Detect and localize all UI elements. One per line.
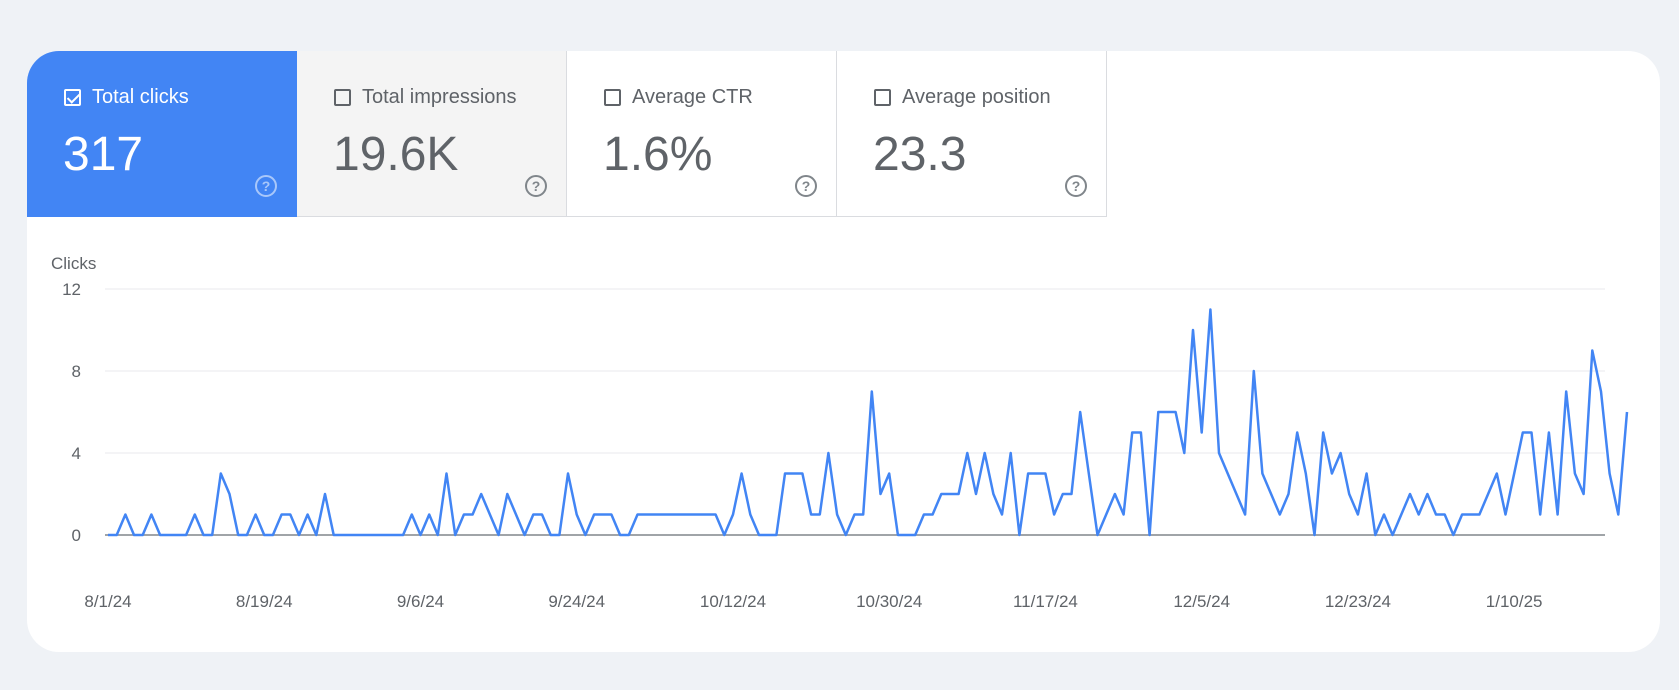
metric-card-average-ctr[interactable]: Average CTR 1.6% ?	[567, 51, 837, 217]
x-tick-label: 1/10/25	[1486, 592, 1543, 611]
metric-card-average-position[interactable]: Average position 23.3 ?	[837, 51, 1107, 217]
checkbox-icon[interactable]	[874, 89, 891, 106]
x-tick-label: 9/24/24	[548, 592, 605, 611]
metric-value: 1.6%	[603, 128, 713, 181]
y-tick-label: 4	[72, 444, 81, 463]
y-tick-label: 12	[62, 280, 81, 299]
series-line-clicks	[108, 308, 1629, 537]
help-icon[interactable]: ?	[795, 175, 817, 197]
y-axis-title: Clicks	[51, 254, 96, 273]
x-tick-label: 12/5/24	[1173, 592, 1230, 611]
checkbox-icon[interactable]	[604, 89, 621, 106]
x-tick-label: 11/17/24	[1013, 592, 1078, 611]
metric-label: Total impressions	[362, 86, 517, 108]
checkbox-icon[interactable]	[64, 89, 81, 106]
x-tick-label: 12/23/24	[1325, 592, 1391, 611]
y-tick-label: 8	[72, 362, 81, 381]
checkbox-icon[interactable]	[334, 89, 351, 106]
help-icon[interactable]: ?	[525, 175, 547, 197]
x-tick-label: 8/19/24	[236, 592, 293, 611]
x-tick-label: 9/6/24	[397, 592, 444, 611]
x-tick-label: 10/12/24	[700, 592, 766, 611]
metric-label: Average position	[902, 86, 1051, 108]
performance-card: Total clicks 317 ? Total impressions 19.…	[27, 51, 1660, 652]
metric-value: 23.3	[873, 128, 967, 181]
metric-label: Total clicks	[92, 86, 189, 108]
x-tick-label: 10/30/24	[856, 592, 922, 611]
x-axis-ticks: 8/1/24 8/19/24 9/6/24 9/24/24 10/12/24 10/30/…	[84, 592, 1542, 611]
metric-label: Average CTR	[632, 86, 753, 108]
metric-cards: Total clicks 317 ? Total impressions 19.…	[27, 51, 1107, 217]
metric-value: 317	[63, 128, 144, 181]
y-axis-ticks: 0 4 8 12	[62, 280, 81, 545]
series-group	[108, 308, 1629, 537]
help-icon[interactable]: ?	[255, 175, 277, 197]
clicks-line-chart: Clicks 0 4 8 12 8/1/24 8/19/24 9/6/24 9/24/24 1…	[51, 254, 1629, 611]
gridlines	[105, 288, 1605, 536]
metric-value: 19.6K	[333, 128, 459, 181]
y-tick-label: 0	[72, 526, 81, 545]
help-icon[interactable]: ?	[1065, 175, 1087, 197]
x-tick-label: 8/1/24	[84, 592, 131, 611]
metric-card-total-impressions[interactable]: Total impressions 19.6K ?	[297, 51, 567, 217]
metric-card-total-clicks[interactable]: Total clicks 317 ?	[27, 51, 297, 217]
